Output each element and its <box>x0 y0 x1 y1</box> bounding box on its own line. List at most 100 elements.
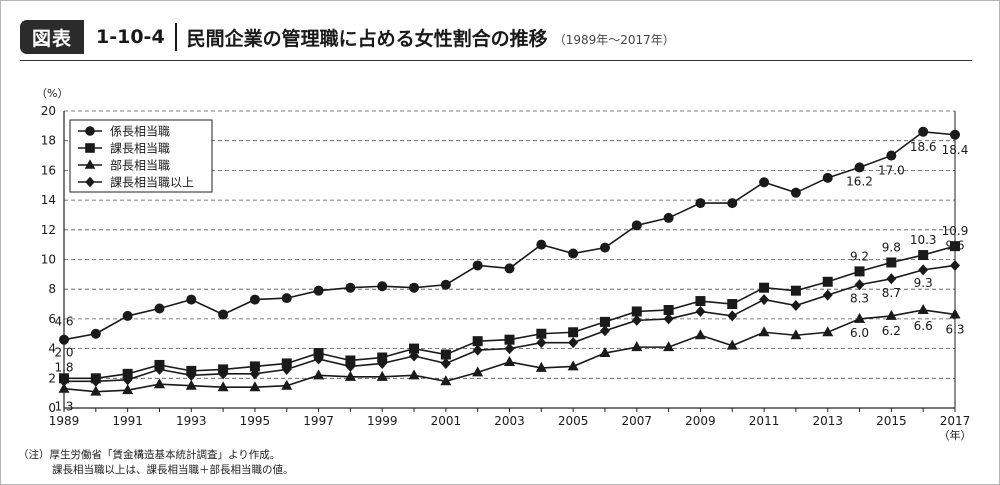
data-point-1-14 <box>504 334 515 345</box>
data-point-3-6 <box>249 368 260 380</box>
data-point-0-15 <box>536 239 547 250</box>
data-point-1-15 <box>536 328 547 339</box>
data-label: 9.2 <box>850 249 869 263</box>
data-label: 6.0 <box>850 326 869 340</box>
legend-label-2: 部長相当職 <box>110 158 170 173</box>
data-point-0-6 <box>249 294 260 305</box>
data-point-2-5 <box>217 381 229 392</box>
legend-marker-2 <box>84 159 96 169</box>
data-point-2-16 <box>567 360 579 371</box>
data-point-3-7 <box>281 363 292 375</box>
data-point-1-20 <box>695 296 706 307</box>
data-label: 17.0 <box>878 164 905 178</box>
data-point-2-26 <box>885 309 897 320</box>
y-tick-label: 16 <box>41 163 56 177</box>
data-point-0-12 <box>440 279 451 290</box>
data-point-2-23 <box>790 329 802 340</box>
chart-subtitle: （1989年～2017年） <box>553 32 675 47</box>
data-point-2-24 <box>822 326 834 337</box>
data-point-2-14 <box>504 355 515 366</box>
legend-label-0: 係長相当職 <box>110 125 170 139</box>
data-point-3-23 <box>790 300 801 312</box>
data-point-1-17 <box>599 316 610 327</box>
x-tick-label: 2017 <box>940 414 971 428</box>
y-tick-label: 0 <box>48 401 56 415</box>
y-tick-label: 14 <box>41 193 56 207</box>
data-point-3-14 <box>504 343 515 355</box>
data-point-2-10 <box>376 370 388 381</box>
data-point-0-7 <box>281 293 292 304</box>
data-point-3-27 <box>918 264 929 276</box>
data-point-2-17 <box>599 347 611 358</box>
data-point-2-2 <box>122 384 134 395</box>
x-tick-label: 1999 <box>367 414 398 428</box>
data-point-1-12 <box>440 349 451 360</box>
x-tick-label: 1993 <box>176 414 207 428</box>
data-point-2-18 <box>631 341 643 352</box>
data-point-1-24 <box>822 276 833 287</box>
data-point-1-6 <box>249 361 260 372</box>
y-tick-label: 4 <box>48 342 56 356</box>
data-label: 6.6 <box>914 319 933 333</box>
data-point-2-9 <box>344 370 356 381</box>
data-point-2-0 <box>58 382 70 393</box>
data-point-1-28 <box>950 241 960 252</box>
y-tick-label: 2 <box>48 371 56 385</box>
data-point-1-25 <box>854 266 865 277</box>
data-point-0-27 <box>918 126 929 137</box>
data-point-2-4 <box>185 379 197 390</box>
data-point-3-24 <box>822 289 833 301</box>
data-point-0-19 <box>663 212 674 223</box>
y-tick-label: 18 <box>41 134 56 148</box>
data-label: 4.6 <box>54 315 73 329</box>
y-tick-label: 8 <box>48 282 56 296</box>
data-point-0-2 <box>122 310 133 321</box>
data-point-3-5 <box>218 368 229 380</box>
data-point-2-8 <box>313 369 325 380</box>
x-tick-label: 2001 <box>431 414 462 428</box>
data-label: 8.7 <box>882 286 901 300</box>
legend-marker-0 <box>85 126 95 136</box>
x-tick-label: 2007 <box>622 414 653 428</box>
data-point-1-19 <box>663 304 674 315</box>
data-point-0-24 <box>822 172 833 183</box>
data-point-2-12 <box>440 375 452 386</box>
data-point-0-0 <box>59 334 69 345</box>
data-point-3-18 <box>631 314 642 326</box>
data-point-3-19 <box>663 313 674 325</box>
data-point-3-10 <box>377 357 388 369</box>
header-rule <box>20 60 972 61</box>
data-point-0-26 <box>886 150 897 161</box>
data-point-2-22 <box>758 326 770 337</box>
data-point-0-18 <box>631 220 642 231</box>
data-label: 18.6 <box>910 140 937 154</box>
data-point-2-27 <box>917 303 929 314</box>
data-point-2-15 <box>535 361 547 372</box>
data-point-3-9 <box>345 360 356 372</box>
legend-label-1: 課長相当職 <box>110 141 170 156</box>
data-label: 10.3 <box>910 233 937 247</box>
data-point-3-28 <box>950 259 960 271</box>
data-label: 18.4 <box>942 143 969 157</box>
data-point-3-4 <box>186 369 197 381</box>
data-point-1-11 <box>409 343 420 354</box>
data-point-1-22 <box>759 282 770 293</box>
y-axis-unit-label: （%） <box>36 87 68 100</box>
data-label: 10.9 <box>942 224 969 238</box>
note-line-1: （注）厚生労働省「賃金構造基本統計調査」より作成。 <box>18 449 281 461</box>
data-point-3-8 <box>313 353 324 365</box>
data-label: 6.2 <box>882 324 901 338</box>
data-point-1-23 <box>790 285 801 296</box>
data-point-3-20 <box>695 305 706 317</box>
x-tick-label: 1989 <box>49 414 80 428</box>
data-point-2-19 <box>663 341 675 352</box>
x-tick-label: 1997 <box>303 414 334 428</box>
data-point-2-20 <box>694 329 706 340</box>
data-point-2-13 <box>472 366 484 377</box>
data-point-0-10 <box>377 281 388 292</box>
data-point-1-13 <box>472 336 483 347</box>
figure-number: 1-10-4 <box>96 26 165 48</box>
data-point-0-16 <box>568 248 579 259</box>
data-point-2-21 <box>726 339 738 350</box>
legend-marker-1 <box>85 143 95 153</box>
